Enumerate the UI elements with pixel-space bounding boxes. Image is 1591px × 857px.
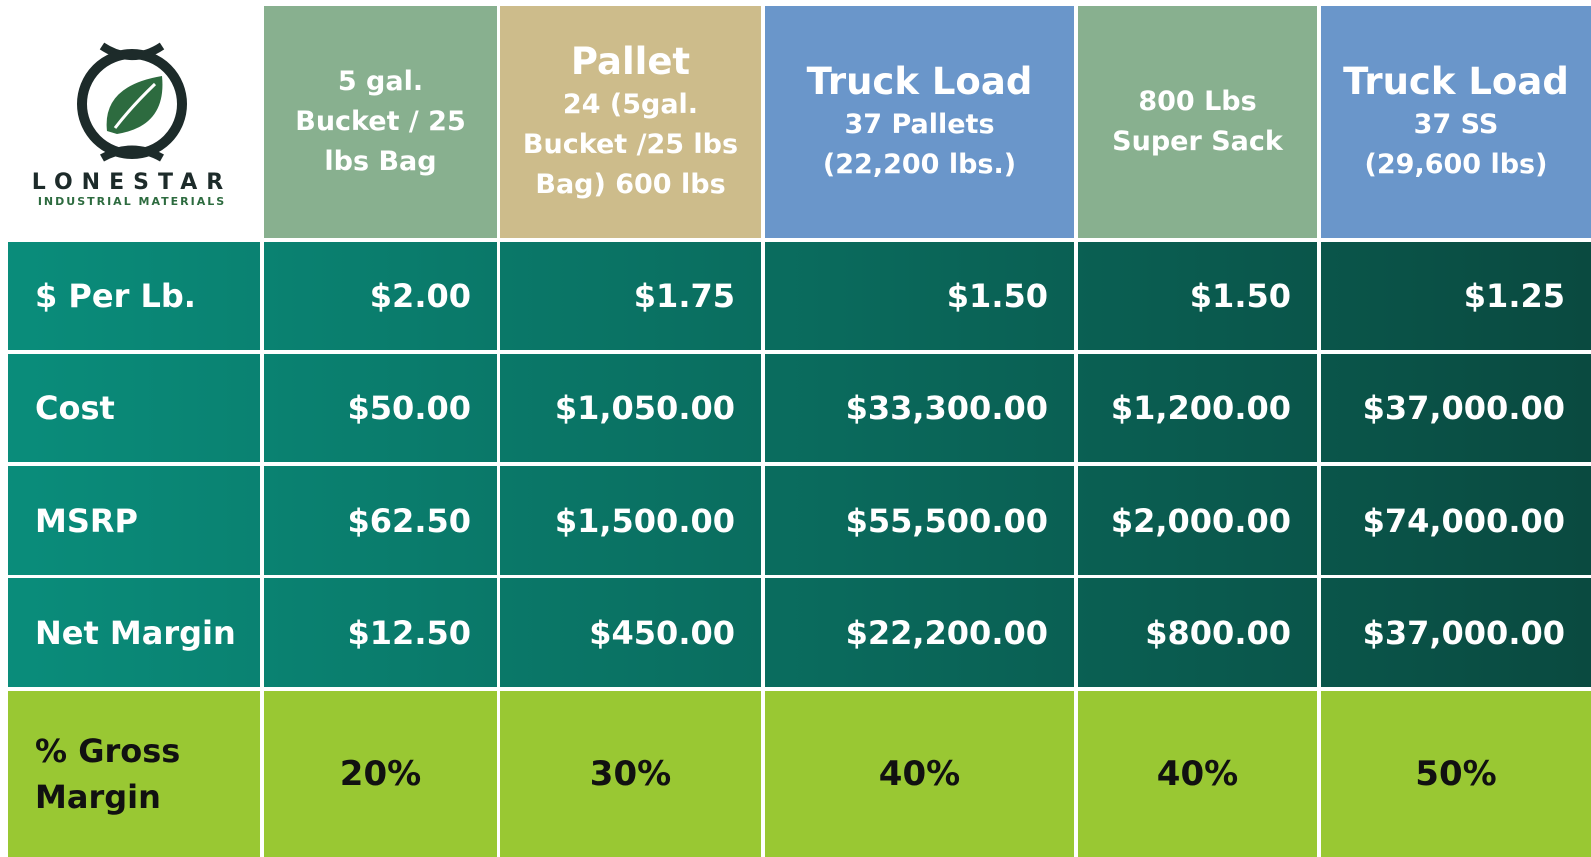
column-subtitle: (29,600 lbs): [1364, 149, 1548, 180]
column-title: Truck Load: [1343, 60, 1569, 103]
row-label: % Gross Margin: [8, 691, 260, 857]
row-label: Cost: [8, 354, 260, 462]
column-subtitle: Bucket / 25: [295, 106, 466, 137]
table-cell: $1.50: [1078, 242, 1317, 350]
logo-name: LONESTAR: [31, 170, 233, 195]
table-cell: 50%: [1321, 691, 1591, 857]
row-label: Net Margin: [8, 578, 260, 687]
column-subtitle: Super Sack: [1112, 126, 1283, 157]
table-cell: $33,300.00: [765, 354, 1074, 462]
table-cell: $37,000.00: [1321, 354, 1591, 462]
logo-tagline: INDUSTRIAL MATERIALS: [37, 195, 227, 208]
table-cell: $55,500.00: [765, 466, 1074, 575]
table-cell: 40%: [1078, 691, 1317, 857]
table-cell: $12.50: [264, 578, 497, 687]
table-cell: $50.00: [264, 354, 497, 462]
table-cell: $22,200.00: [765, 578, 1074, 687]
table-cell: $450.00: [500, 578, 761, 687]
column-header: Truck Load 37 SS (29,600 lbs): [1321, 6, 1591, 238]
column-header: Pallet 24 (5gal. Bucket /25 lbs Bag) 600 lb…: [500, 6, 761, 238]
column-subtitle: 800 Lbs: [1138, 86, 1257, 117]
column-header: 800 Lbs Super Sack: [1078, 6, 1317, 238]
logo: LONESTAR INDUSTRIAL MATERIALS: [8, 6, 256, 238]
table-cell: $800.00: [1078, 578, 1317, 687]
table-cell: $1.25: [1321, 242, 1591, 350]
row-label: MSRP: [8, 466, 260, 575]
table-cell: $1,500.00: [500, 466, 761, 575]
table-cell: $2,000.00: [1078, 466, 1317, 575]
column-title: Truck Load: [806, 60, 1033, 103]
table-cell: $1,200.00: [1078, 354, 1317, 462]
table-cell: $1,050.00: [500, 354, 761, 462]
column-subtitle: lbs Bag: [324, 146, 437, 177]
column-subtitle: 24 (5gal.: [562, 89, 699, 120]
table-cell: $37,000.00: [1321, 578, 1591, 687]
table-cell: 40%: [765, 691, 1074, 857]
row-label-text: % Gross Margin: [35, 732, 181, 816]
column-subtitle: Bucket /25 lbs: [522, 129, 739, 160]
column-subtitle: 5 gal.: [337, 66, 424, 97]
column-subtitle: 37 Pallets: [844, 109, 995, 140]
table-cell: $1.50: [765, 242, 1074, 350]
column-subtitle: (22,200 lbs.): [822, 149, 1017, 180]
column-subtitle: 37 SS: [1413, 109, 1499, 140]
table-cell: 20%: [264, 691, 497, 857]
logo-icon: [77, 42, 187, 162]
table-cell: 30%: [500, 691, 761, 857]
row-label: $ Per Lb.: [8, 242, 260, 350]
column-header: Truck Load 37 Pallets (22,200 lbs.): [765, 6, 1074, 238]
column-title: Pallet: [570, 40, 691, 83]
table-cell: $1.75: [500, 242, 761, 350]
column-subtitle: Bag) 600 lbs: [535, 169, 726, 200]
table-cell: $74,000.00: [1321, 466, 1591, 575]
table-cell: $2.00: [264, 242, 497, 350]
column-header: 5 gal. Bucket / 25 lbs Bag: [264, 6, 497, 238]
table-cell: $62.50: [264, 466, 497, 575]
